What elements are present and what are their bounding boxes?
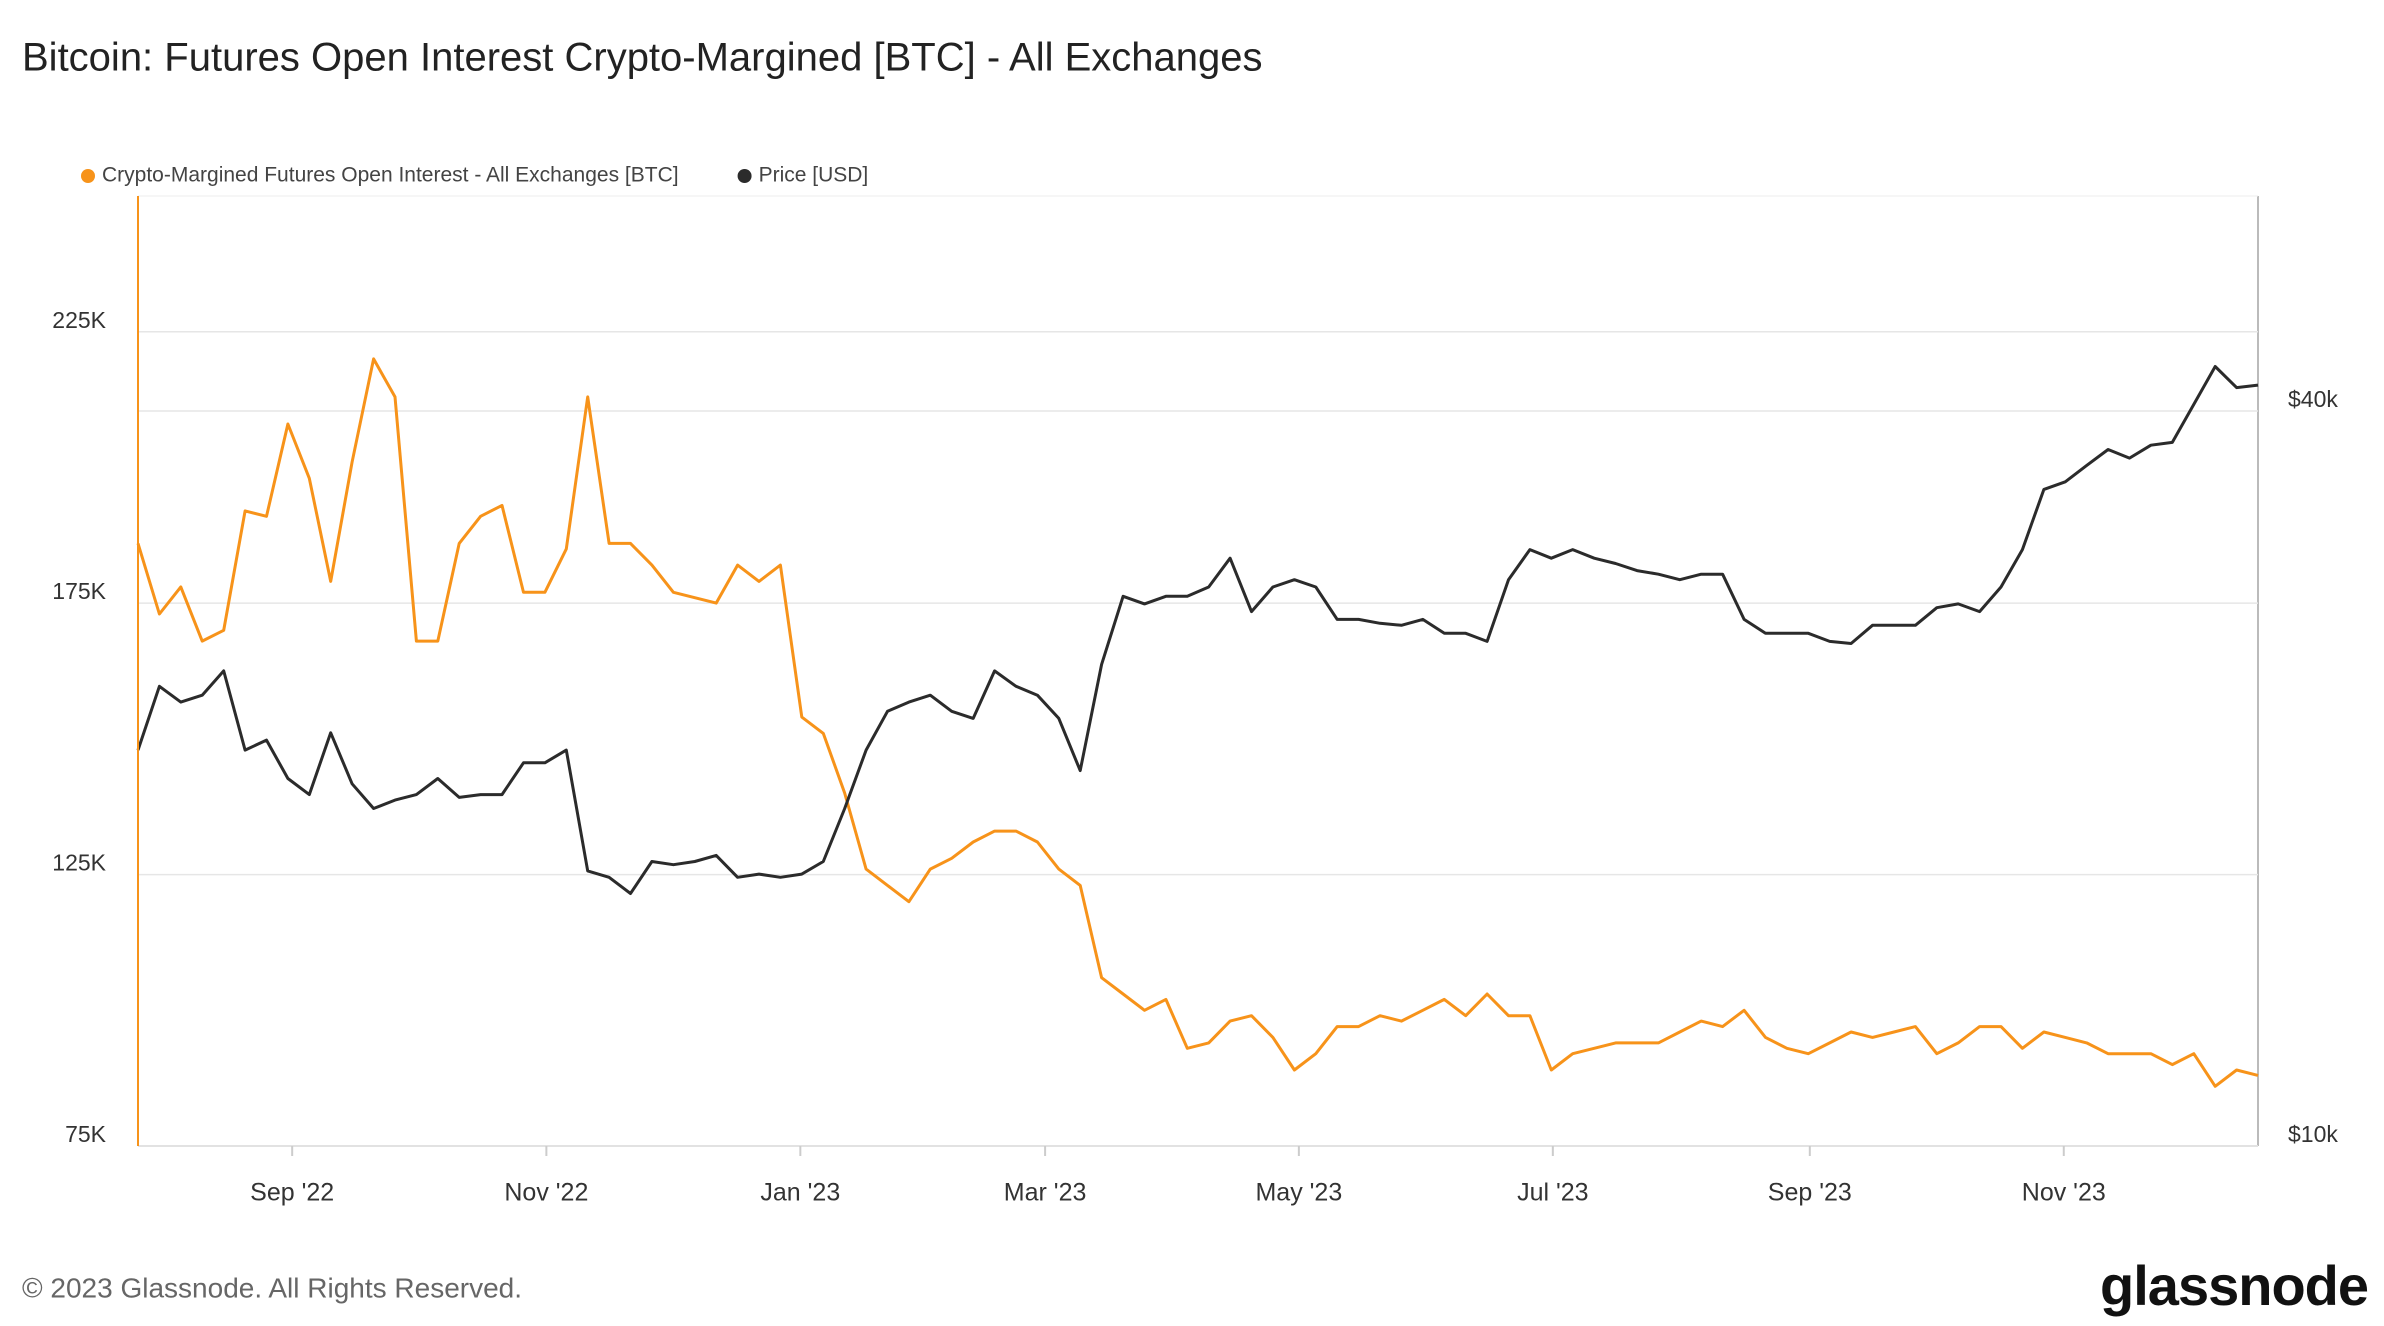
- x-tick-label: Nov '23: [2022, 1179, 2106, 1207]
- legend-marker: [81, 169, 95, 183]
- y-tick-label: 75K: [65, 1121, 107, 1147]
- legend-label: Crypto-Margined Futures Open Interest - …: [102, 164, 679, 187]
- x-tick-label: Jan '23: [760, 1179, 840, 1207]
- brand-logo: glassnode: [2100, 1254, 2368, 1317]
- x-tick-label: Mar '23: [1004, 1179, 1087, 1207]
- x-tick-label: Jul '23: [1517, 1179, 1588, 1207]
- x-tick-label: Sep '22: [250, 1179, 334, 1207]
- chart-title: Bitcoin: Futures Open Interest Crypto-Ma…: [22, 36, 1263, 80]
- x-tick-label: May '23: [1255, 1179, 1342, 1207]
- legend-marker: [737, 169, 752, 183]
- y2-tick-label: $10k: [2288, 1121, 2338, 1147]
- legend-label: Price [USD]: [759, 164, 869, 187]
- x-tick-label: Nov '22: [504, 1179, 588, 1207]
- y-tick-label: 125K: [52, 850, 106, 876]
- x-tick-label: Sep '23: [1768, 1179, 1852, 1207]
- y-tick-label: 225K: [52, 307, 106, 333]
- footer: © 2023 Glassnode. All Rights Reserved.: [22, 1272, 522, 1303]
- series-line: [136, 365, 2259, 895]
- y2-tick-label: $40k: [2288, 386, 2338, 412]
- y-tick-label: 175K: [52, 578, 106, 604]
- series-line: [136, 357, 2259, 1088]
